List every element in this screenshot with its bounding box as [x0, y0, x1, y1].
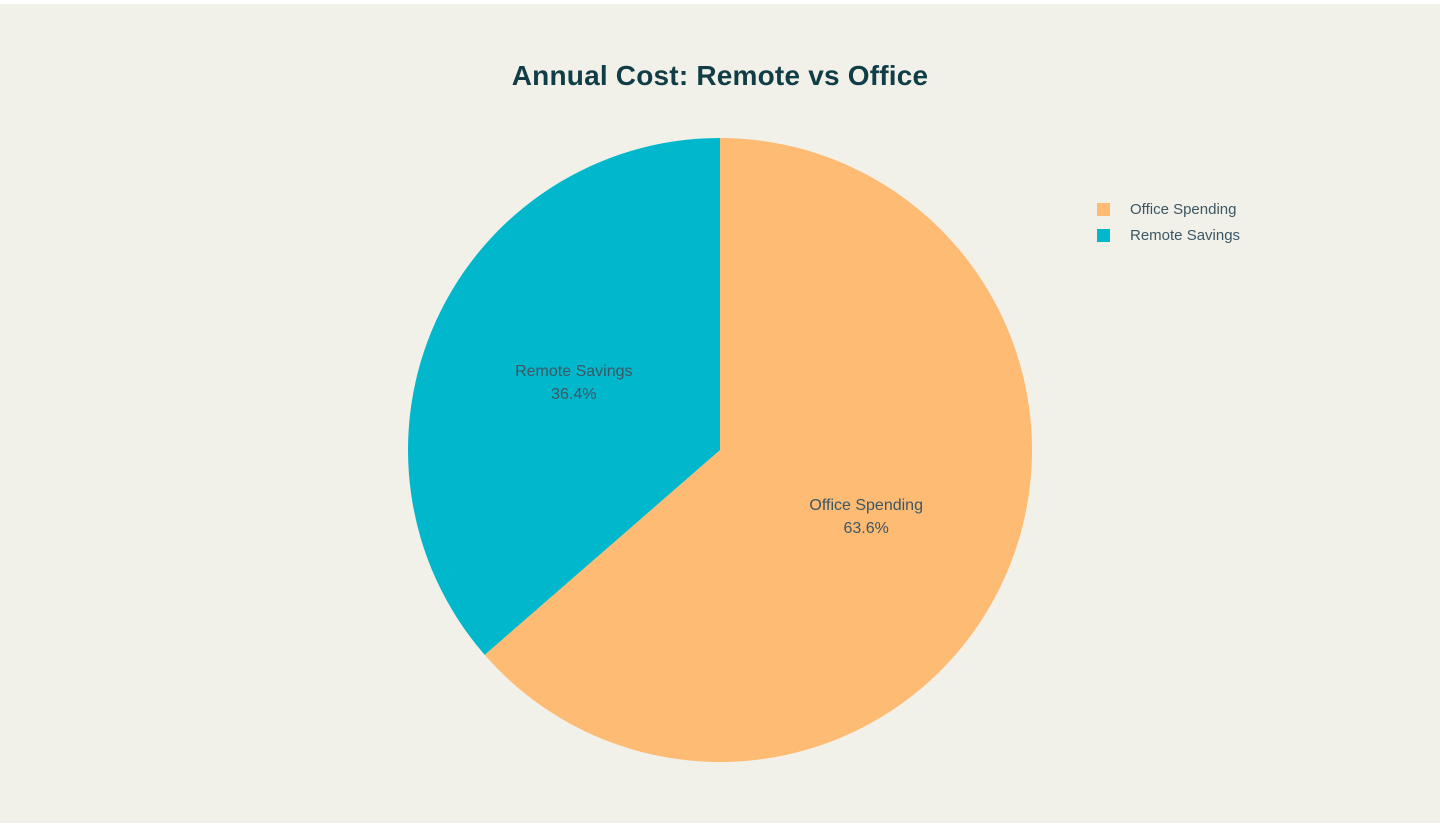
legend-item-office-spending[interactable]: Office Spending — [1097, 196, 1240, 222]
legend-label-remote-savings: Remote Savings — [1130, 226, 1241, 244]
pie-slice-remote-savings[interactable] — [408, 138, 720, 655]
legend-label-office-spending: Office Spending — [1130, 200, 1237, 218]
legend: Office Spending Remote Savings — [1097, 196, 1240, 248]
pie-slice-office-spending[interactable] — [484, 138, 1032, 762]
legend-item-remote-savings[interactable]: Remote Savings — [1097, 222, 1240, 248]
legend-swatch-office-spending — [1097, 202, 1110, 216]
pie-chart: Office Spending 63.6% Remote Savings 36.4% — [408, 138, 1032, 762]
chart-title: Annual Cost: Remote vs Office — [511, 60, 929, 91]
top-edge-strip — [0, 0, 1440, 4]
pie-svg — [408, 138, 1032, 762]
bottom-edge-strip — [0, 823, 1440, 827]
legend-swatch-remote-savings — [1097, 228, 1110, 242]
